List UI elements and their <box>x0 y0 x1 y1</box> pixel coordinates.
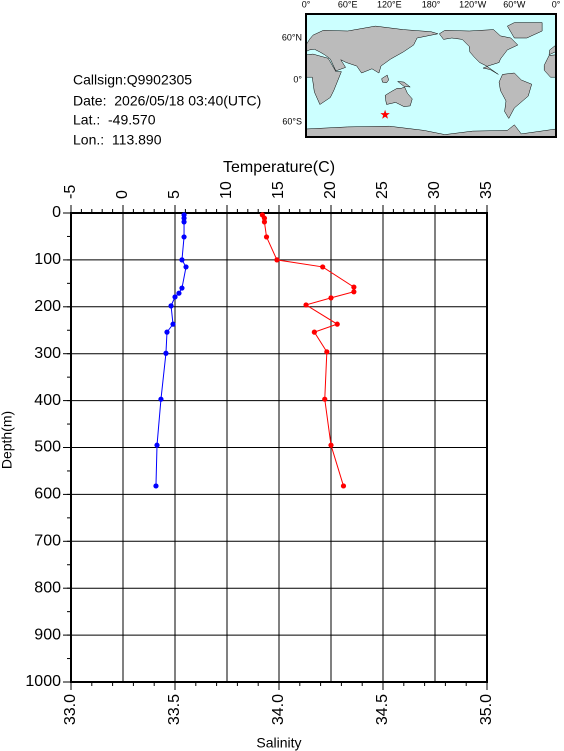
x-tick-label: 35.0 <box>478 694 495 725</box>
map-lat-label: 60°S <box>282 116 302 126</box>
profile-point <box>340 483 347 489</box>
y-tick-label: 500 <box>34 439 61 456</box>
profile-point <box>324 349 330 355</box>
profile-point <box>328 442 334 448</box>
x-tick-label: 33.0 <box>62 694 79 725</box>
x2-tick-label: 30 <box>426 181 443 199</box>
profile-point <box>328 295 334 301</box>
landmass <box>543 54 556 78</box>
y-tick-label: 100 <box>34 251 61 268</box>
profile-point <box>172 294 178 300</box>
latitude: Lat.: -49.570 <box>73 112 156 128</box>
profile-point <box>179 285 185 291</box>
map-lon-label: 0° <box>552 0 561 9</box>
x2-tick-label: 5 <box>166 190 183 199</box>
x2-axis-label: Temperature(C) <box>223 159 335 176</box>
map-lon-label: 120°W <box>459 0 487 9</box>
profile-point <box>274 257 280 263</box>
y-axis-label: Depth(m) <box>0 411 15 469</box>
landmass <box>548 44 556 56</box>
profile-point <box>351 284 357 290</box>
x2-tick-label: 10 <box>218 181 235 199</box>
landmass <box>555 128 556 137</box>
callsign: Callsign:Q9902305 <box>73 72 192 88</box>
x-tick-label: 34.0 <box>270 694 287 725</box>
profile-point <box>170 321 176 327</box>
y-tick-label: 900 <box>34 626 61 643</box>
landmass <box>381 74 389 84</box>
y-tick-label: 800 <box>34 579 61 596</box>
info: Callsign:Q9902305 Date: 2026/05/18 03:40… <box>73 72 261 148</box>
profile-point <box>181 215 187 221</box>
map-frame <box>305 13 557 138</box>
y-tick-label: 200 <box>34 298 61 315</box>
x2-tick-label: -5 <box>62 185 79 199</box>
profile-line <box>155 214 187 486</box>
land <box>306 22 556 137</box>
plot-frame <box>70 212 488 683</box>
x2-tick-label: 35 <box>478 181 495 199</box>
x-tick-label: 33.5 <box>166 694 183 725</box>
map-lon-label: 180° <box>422 0 441 9</box>
map-lat-label: 60°N <box>282 32 302 42</box>
map-lon-label: 60°E <box>338 0 358 9</box>
profile-point <box>181 234 187 240</box>
longitude: Lon.: 113.890 <box>73 132 162 148</box>
x2-tick-label: 15 <box>270 181 287 199</box>
map: 0° 60°E 120°E 180° 120°W 60°W 0° 60°N 0° 60°S <box>282 0 561 138</box>
y-tick-label: 300 <box>34 345 61 362</box>
x-axis-label: Salinity <box>256 735 301 751</box>
profile-point <box>164 329 170 335</box>
x2-tick-label: 25 <box>374 181 391 199</box>
profile-point <box>351 289 357 295</box>
y-tick-label: 400 <box>34 392 61 409</box>
map-lon-label: 120°E <box>377 0 402 9</box>
landmass <box>507 22 543 39</box>
landmass <box>306 53 342 105</box>
y-tick-label: 0 <box>52 204 61 221</box>
landmass <box>384 86 413 107</box>
map-lat-label: 0° <box>293 74 302 84</box>
profile-point <box>303 302 309 308</box>
landmass <box>396 81 412 88</box>
profile-point <box>261 215 268 221</box>
location-marker <box>380 109 390 119</box>
landmass <box>498 72 532 120</box>
landmass <box>438 29 519 75</box>
profile-point <box>179 257 185 263</box>
map-lon-label: 60°W <box>503 0 526 9</box>
x-tick-label: 34.5 <box>374 694 391 725</box>
profile-point <box>322 396 328 402</box>
y-tick-label: 700 <box>34 533 61 550</box>
profile-point <box>176 290 182 296</box>
profile-point <box>263 234 270 240</box>
profile-point <box>168 303 174 309</box>
profile-point <box>261 219 268 225</box>
profile-point <box>183 264 189 270</box>
landmass <box>306 124 556 137</box>
profile-point <box>158 396 164 402</box>
profile-point <box>163 350 169 356</box>
profile-point <box>153 483 159 489</box>
profile-point <box>334 321 340 327</box>
landmass <box>306 25 439 74</box>
y-tick-label: 600 <box>34 486 61 503</box>
map-lon-label: 0° <box>302 0 311 9</box>
profile-line <box>261 214 355 487</box>
profile-point <box>320 264 326 270</box>
profile-point <box>311 329 317 335</box>
profile-point <box>181 219 187 225</box>
date: Date: 2026/05/18 03:40(UTC) <box>73 93 261 109</box>
y-tick-label: 1000 <box>25 673 61 690</box>
x2-tick-label: 0 <box>114 190 131 199</box>
profile-point <box>154 442 160 448</box>
x2-tick-label: 20 <box>322 181 339 199</box>
